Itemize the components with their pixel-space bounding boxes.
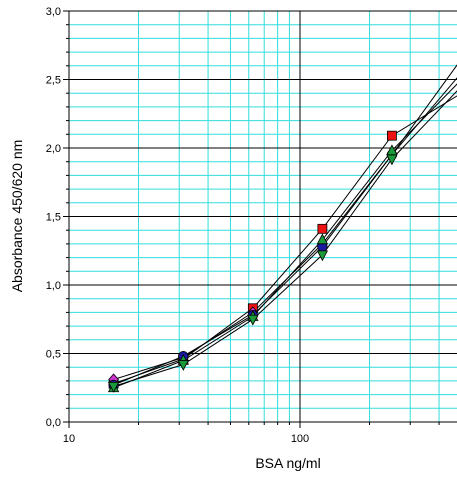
y-tick-label: 0,5 — [46, 349, 61, 361]
marker-triangle-down-5 — [386, 154, 398, 166]
y-axis-title: Absorbance 450/620 nm — [9, 140, 25, 293]
y-tick-label: 2,5 — [46, 75, 61, 87]
marker-triangle-up-4 — [316, 233, 329, 245]
marker-square-1 — [317, 223, 328, 234]
series-lines — [113, 64, 457, 389]
marker-triangle-down-5 — [247, 314, 259, 326]
series-line-1 — [113, 95, 457, 385]
marker-square-1 — [387, 130, 397, 141]
marker-triangle-down-5 — [107, 381, 120, 393]
major-grid — [69, 10, 457, 422]
axes — [63, 10, 457, 428]
x-tick-label: 10 — [63, 433, 75, 445]
y-tick-label: 0,0 — [46, 417, 61, 429]
x-axis-title: BSA ng/ml — [255, 455, 320, 471]
y-tick-label: 1,5 — [46, 212, 61, 224]
marker-triangle-down-5 — [316, 250, 329, 262]
series-line-5 — [113, 90, 457, 387]
x-tick-labels: 10 100 — [63, 433, 309, 445]
y-tick-label: 3,0 — [46, 6, 61, 18]
series-line-3 — [113, 77, 457, 386]
y-tick-label: 2,0 — [46, 143, 61, 155]
marker-triangle-down-5 — [177, 360, 189, 371]
series-markers — [107, 130, 398, 393]
x-tick-label: 100 — [291, 433, 309, 445]
y-tick-labels: 0,0 0,5 1,0 1,5 2,0 2,5 3,0 — [46, 6, 61, 429]
series-line-4 — [113, 83, 457, 389]
y-tick-label: 1,0 — [46, 280, 61, 292]
